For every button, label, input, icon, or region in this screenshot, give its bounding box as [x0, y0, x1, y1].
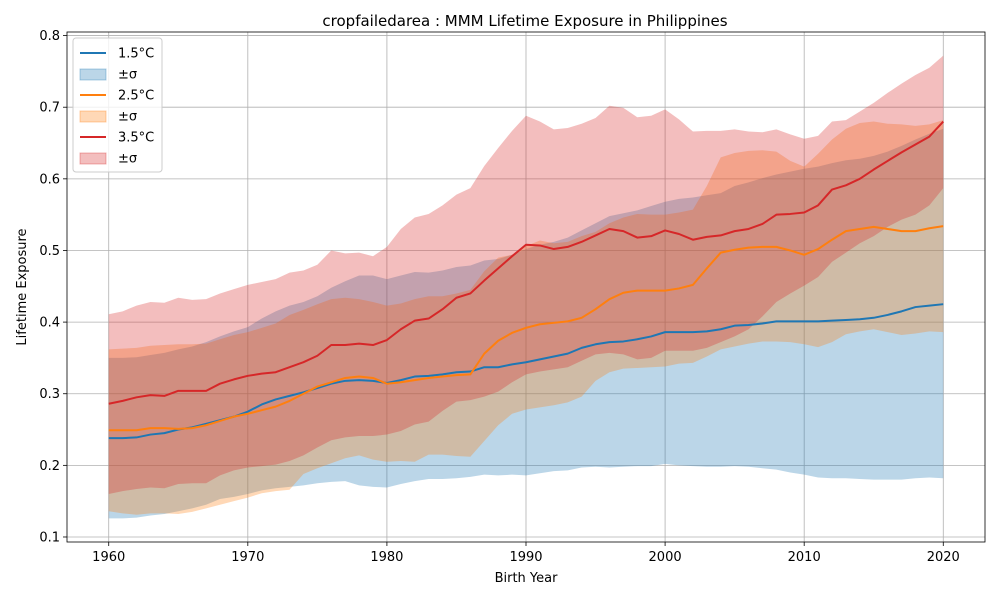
grid: [67, 32, 985, 542]
legend-box: [72, 37, 163, 173]
y-tick-label: 0.4: [39, 316, 60, 331]
x-tick-label: 2020: [927, 550, 960, 565]
legend-label: 3.5°C: [118, 131, 154, 146]
y-tick-label: 0.6: [39, 172, 60, 187]
band-series-2: [108, 55, 944, 495]
x-tick-label: 1960: [92, 550, 125, 565]
band-series-1: [108, 120, 944, 515]
lines: [108, 120, 945, 440]
legend-band-swatch: [79, 68, 107, 81]
y-tick-label: 0.8: [39, 29, 60, 44]
legend-band-label: ±σ: [118, 152, 137, 167]
band-series-0: [108, 128, 944, 519]
x-tick-label: 1980: [370, 550, 403, 565]
legend-band-swatch: [79, 152, 107, 165]
x-axis-label: Birth Year: [495, 571, 559, 586]
ticks: 1960 1970 1980 1990 2000 2010 2020 0.1 0.2 0.3 0.4…: [39, 29, 960, 565]
chart-title: cropfailedarea : MMM Lifetime Exposure i…: [322, 12, 727, 30]
bands: [108, 55, 944, 519]
legend-band-label: ±σ: [118, 110, 137, 125]
line-series-2: [108, 120, 945, 405]
legend: 1.5°C ±σ 2.5°C ±σ 3.5°C ±σ: [72, 37, 163, 173]
legend-label: 2.5°C: [118, 89, 154, 104]
legend-band-swatch: [79, 110, 107, 123]
x-tick-label: 1990: [509, 550, 542, 565]
y-tick-label: 0.7: [39, 101, 60, 116]
line-series-0: [108, 303, 944, 440]
legend-band-label: ±σ: [118, 68, 137, 83]
y-tick-label: 0.2: [39, 459, 60, 474]
line-series-1: [108, 225, 944, 432]
y-axis-label: Lifetime Exposure: [15, 228, 30, 345]
x-tick-label: 1970: [231, 550, 264, 565]
x-tick-label: 2000: [649, 550, 682, 565]
y-tick-label: 0.1: [39, 530, 60, 545]
legend-label: 1.5°C: [118, 47, 154, 62]
y-tick-label: 0.3: [39, 387, 60, 402]
y-tick-label: 0.5: [39, 244, 60, 259]
x-tick-label: 2010: [788, 550, 821, 565]
